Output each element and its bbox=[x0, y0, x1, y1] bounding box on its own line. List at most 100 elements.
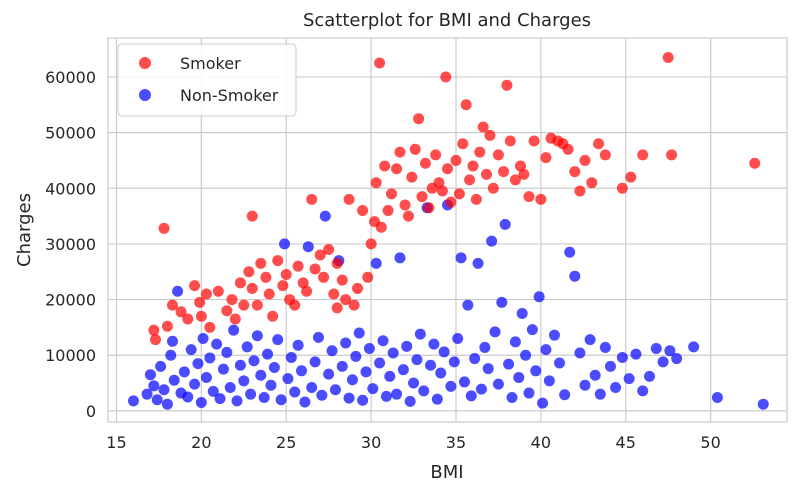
non-smoker-point bbox=[543, 375, 555, 387]
smoker-point bbox=[200, 288, 212, 300]
non-smoker-point bbox=[312, 331, 324, 343]
legend-box bbox=[117, 43, 297, 117]
non-smoker-point bbox=[127, 395, 139, 407]
y-tick-label: 50000 bbox=[45, 124, 96, 143]
non-smoker-point bbox=[197, 333, 209, 345]
non-smoker-point bbox=[165, 349, 177, 361]
smoker-point bbox=[194, 296, 206, 308]
non-smoker-point bbox=[141, 388, 153, 400]
smoker-point bbox=[336, 274, 348, 286]
non-smoker-point bbox=[462, 299, 474, 311]
non-smoker-point bbox=[350, 350, 362, 362]
non-smoker-point bbox=[329, 384, 341, 396]
x-tick-label: 25 bbox=[276, 433, 296, 452]
smoker-point bbox=[467, 160, 479, 172]
smoker-point bbox=[666, 149, 678, 161]
non-smoker-point bbox=[238, 375, 250, 387]
non-smoker-point bbox=[540, 344, 552, 356]
y-tick-label: 20000 bbox=[45, 291, 96, 310]
smoker-point bbox=[492, 149, 504, 161]
smoker-point bbox=[375, 221, 387, 233]
non-smoker-point bbox=[214, 393, 226, 405]
non-smoker-point bbox=[306, 381, 318, 393]
smoker-point bbox=[409, 143, 421, 155]
non-smoker-point bbox=[377, 335, 389, 347]
non-smoker-point bbox=[357, 394, 369, 406]
x-tick-label: 35 bbox=[446, 433, 466, 452]
non-smoker-point bbox=[428, 338, 440, 350]
non-smoker-point bbox=[465, 390, 477, 402]
smoker-point bbox=[535, 193, 547, 205]
smoker-point bbox=[150, 334, 162, 346]
smoker-point bbox=[382, 205, 394, 217]
non-smoker-point bbox=[387, 347, 399, 359]
non-smoker-point bbox=[195, 397, 207, 409]
non-smoker-point bbox=[599, 341, 611, 353]
smoker-point bbox=[514, 160, 526, 172]
smoker-point bbox=[238, 299, 250, 311]
y-tick-label: 0 bbox=[86, 402, 96, 421]
non-smoker-point bbox=[418, 385, 430, 397]
non-smoker-point bbox=[279, 238, 291, 250]
smoker-point bbox=[175, 306, 187, 318]
smoker-point bbox=[518, 168, 530, 180]
non-smoker-point bbox=[616, 351, 628, 363]
smoker-point bbox=[246, 210, 258, 222]
non-smoker-point bbox=[268, 361, 280, 373]
non-smoker-point bbox=[151, 394, 163, 406]
non-smoker-point bbox=[397, 364, 409, 376]
smoker-point bbox=[314, 249, 326, 261]
x-tick-label: 40 bbox=[531, 433, 551, 452]
non-smoker-point bbox=[438, 346, 450, 358]
smoker-point bbox=[158, 222, 170, 234]
non-smoker-point bbox=[343, 392, 355, 404]
smoker-point bbox=[470, 193, 482, 205]
smoker-point bbox=[504, 135, 516, 147]
smoker-point bbox=[586, 177, 598, 189]
smoker-point bbox=[453, 188, 465, 200]
non-smoker-point bbox=[559, 389, 571, 401]
y-tick-label: 10000 bbox=[45, 346, 96, 365]
smoker-point bbox=[323, 243, 335, 255]
non-smoker-point bbox=[637, 385, 649, 397]
non-smoker-point bbox=[425, 359, 437, 371]
non-smoker-point bbox=[336, 360, 348, 372]
smoker-point bbox=[280, 269, 292, 281]
smoker-point bbox=[204, 321, 216, 333]
non-smoker-point bbox=[448, 356, 460, 368]
non-smoker-point bbox=[526, 324, 538, 336]
non-smoker-point bbox=[289, 386, 301, 398]
non-smoker-point bbox=[499, 218, 511, 230]
x-tick-label: 45 bbox=[616, 433, 636, 452]
non-smoker-point bbox=[644, 370, 656, 382]
non-smoker-point bbox=[228, 324, 240, 336]
non-smoker-point bbox=[506, 392, 518, 404]
y-axis-label: Charges bbox=[14, 193, 35, 267]
non-smoker-point bbox=[346, 374, 358, 386]
smoker-point bbox=[436, 185, 448, 197]
smoker-point bbox=[309, 263, 321, 275]
non-smoker-point bbox=[251, 330, 263, 342]
smoker-point bbox=[579, 154, 591, 166]
non-smoker-point bbox=[178, 366, 190, 378]
smoker-point bbox=[749, 157, 761, 169]
legend-marker-non-smoker bbox=[139, 89, 151, 101]
legend-marker-smoker bbox=[139, 57, 151, 69]
non-smoker-point bbox=[262, 348, 274, 360]
non-smoker-point bbox=[757, 398, 769, 410]
non-smoker-point bbox=[231, 395, 243, 407]
non-smoker-point bbox=[657, 356, 669, 368]
smoker-point bbox=[445, 196, 457, 208]
non-smoker-point bbox=[604, 360, 616, 372]
smoker-point bbox=[260, 271, 272, 283]
plot-frame bbox=[107, 37, 788, 423]
legend-label-smoker: Smoker bbox=[180, 54, 241, 73]
smoker-point bbox=[370, 177, 382, 189]
smoker-point bbox=[251, 299, 263, 311]
smoker-point bbox=[399, 199, 411, 211]
non-smoker-point bbox=[513, 371, 525, 383]
non-smoker-point bbox=[265, 379, 277, 391]
points-layer bbox=[127, 51, 769, 410]
non-smoker-point bbox=[516, 307, 528, 319]
